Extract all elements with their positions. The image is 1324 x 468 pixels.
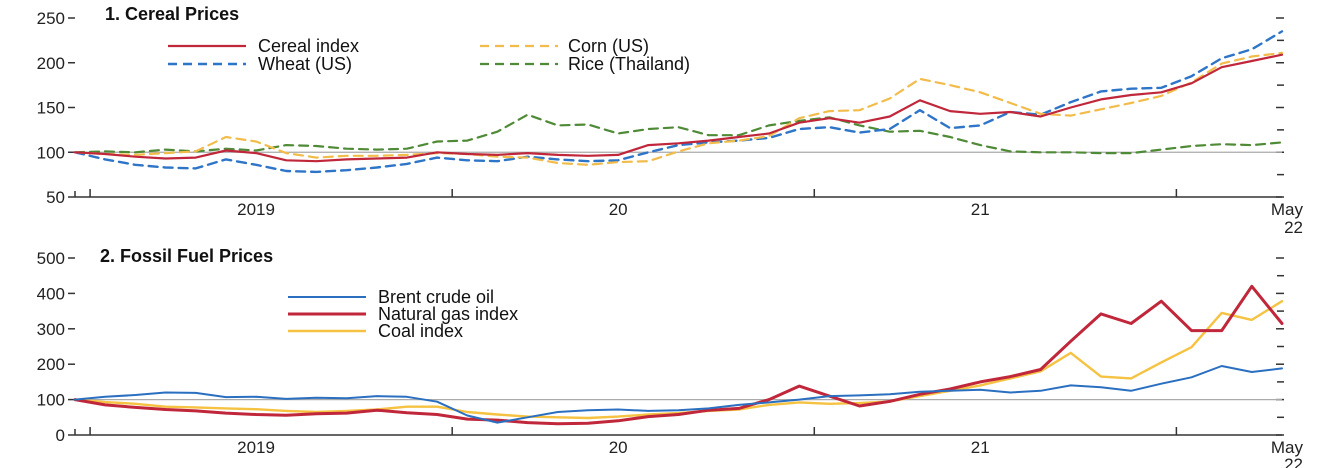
series-line-natural-gas-index: [73, 284, 1284, 426]
xtick-end-label: May: [1271, 438, 1304, 457]
ytick-label: 50: [46, 188, 65, 207]
ytick-label: 400: [37, 284, 65, 303]
xtick-label: 20: [609, 200, 628, 219]
chart-title: 1. Cereal Prices: [105, 4, 239, 24]
series-line-wheat-us: [73, 30, 1284, 174]
series-line-rice-thailand: [73, 113, 1284, 155]
xtick-label: 2019: [237, 200, 275, 219]
legend-label: Coal index: [378, 321, 463, 341]
xtick-label: 20: [609, 438, 628, 457]
ytick-label: 0: [56, 426, 65, 445]
series-line-brent-crude-oil: [74, 365, 1283, 424]
ytick-label: 100: [37, 391, 65, 410]
xtick-label: 21: [971, 200, 990, 219]
legend-label: Natural gas index: [378, 304, 518, 324]
xtick-end-label: May: [1271, 200, 1304, 219]
legend-label: Brent crude oil: [378, 287, 494, 307]
series-line-cereal-index: [73, 53, 1284, 163]
ytick-label: 500: [37, 249, 65, 268]
ytick-label: 100: [37, 143, 65, 162]
ytick-label: 250: [37, 9, 65, 28]
xtick-end-label: 22: [1284, 218, 1303, 237]
ytick-label: 200: [37, 355, 65, 374]
ytick-label: 200: [37, 54, 65, 73]
xtick-end-label: 22: [1284, 455, 1303, 468]
ytick-label: 300: [37, 320, 65, 339]
legend-label: Wheat (US): [258, 54, 352, 74]
series-line-coal-index: [73, 300, 1284, 420]
legend-label: Cereal index: [258, 36, 359, 56]
legend-label: Corn (US): [568, 36, 649, 56]
xtick-label: 2019: [237, 438, 275, 457]
series-line-corn-us: [73, 51, 1284, 166]
legend-label: Rice (Thailand): [568, 54, 690, 74]
ytick-label: 150: [37, 99, 65, 118]
xtick-label: 21: [971, 438, 990, 457]
chart-title: 2. Fossil Fuel Prices: [100, 246, 273, 266]
